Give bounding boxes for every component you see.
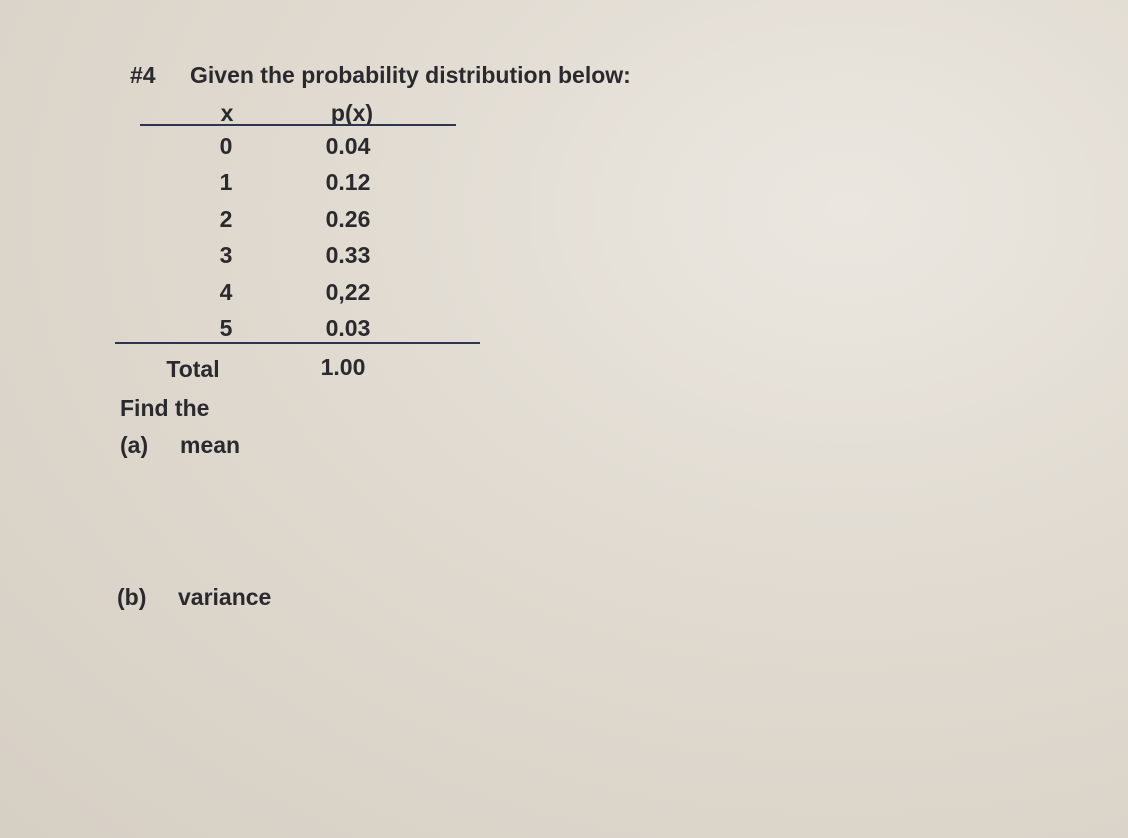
total-value: 1.00 bbox=[320, 354, 366, 380]
problem-number: #4 bbox=[130, 62, 156, 88]
x-value: 1 bbox=[219, 169, 233, 196]
x-value: 5 bbox=[219, 315, 233, 341]
part-label: (b) bbox=[117, 584, 147, 610]
x-value: 3 bbox=[219, 242, 233, 269]
column-header: x bbox=[220, 100, 234, 126]
header-rule bbox=[140, 124, 456, 126]
instruction: Find the bbox=[120, 395, 210, 421]
probability: 0.12 bbox=[325, 169, 371, 196]
x-value: 4 bbox=[219, 278, 233, 305]
part-text: variance bbox=[178, 584, 272, 610]
probability: 0.04 bbox=[325, 133, 371, 159]
probability: 0,22 bbox=[325, 278, 371, 305]
total-rule bbox=[115, 342, 480, 344]
probability: 0.03 bbox=[325, 315, 371, 341]
part-text: mean bbox=[180, 432, 241, 458]
probability: 0.33 bbox=[325, 242, 371, 269]
probability: 0.26 bbox=[325, 205, 371, 232]
total-label: Total bbox=[166, 356, 220, 382]
part-label: (a) bbox=[120, 432, 149, 458]
x-value: 2 bbox=[219, 205, 233, 232]
problem-prompt: Given the probability distribution below… bbox=[190, 62, 631, 88]
x-value: 0 bbox=[219, 133, 233, 159]
column-header: p(x) bbox=[330, 100, 374, 126]
